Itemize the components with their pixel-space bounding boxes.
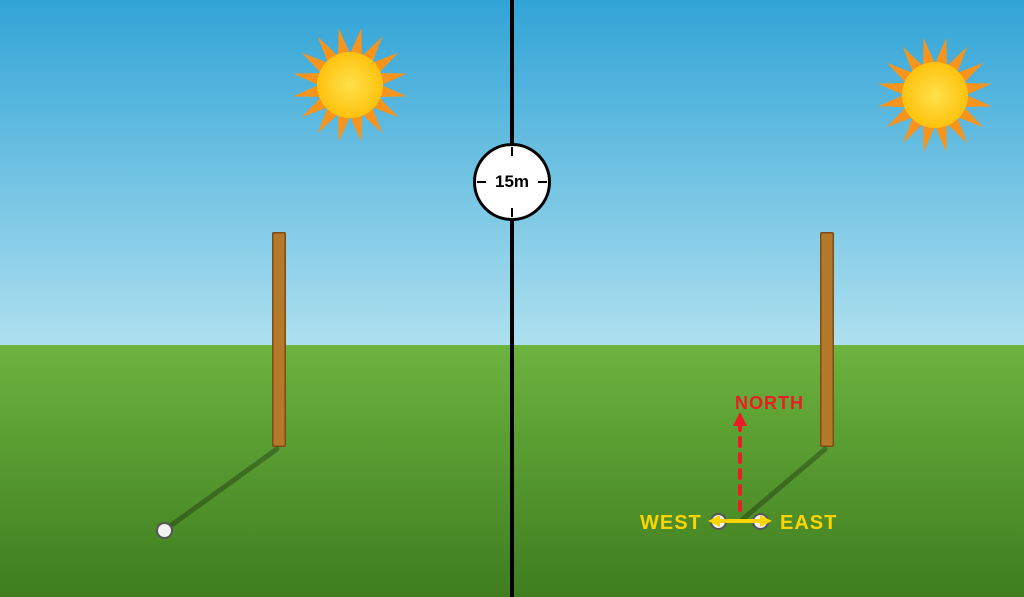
clock-tick-right (538, 181, 547, 184)
clock-tick-left (477, 181, 486, 184)
clock-tick-bottom (511, 208, 514, 217)
sun-right (873, 33, 997, 157)
center-divider (510, 0, 514, 597)
timer-badge: 15m (473, 143, 551, 221)
east-west-arrow (700, 509, 780, 533)
north-label: NORTH (735, 393, 804, 414)
stick-left (272, 232, 286, 447)
east-label: EAST (780, 512, 837, 535)
sun-left (288, 23, 412, 147)
diagram-stage: NORTH WEST EAST 15m (0, 0, 1024, 597)
clock-tick-top (511, 147, 514, 156)
timer-label: 15m (495, 172, 529, 192)
shadow-tip-dot-left (156, 522, 173, 539)
north-arrow (725, 406, 755, 518)
stick-right (820, 232, 834, 447)
west-label: WEST (640, 512, 702, 535)
